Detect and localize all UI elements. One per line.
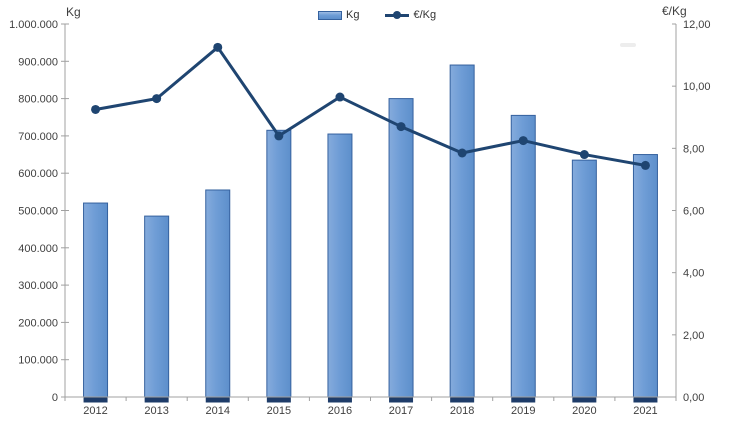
bar-base-2014 (205, 397, 230, 403)
bar-2020 (571, 159, 597, 398)
bar-2014 (205, 189, 231, 398)
line-series-eur-kg (91, 42, 650, 170)
legend-item-eur-kg: €/Kg (385, 9, 436, 21)
left-tick-label: 500.000 (18, 206, 58, 218)
x-tick-label-2014: 2014 (206, 405, 230, 417)
right-tick-label: 4,00 (683, 268, 704, 280)
price-line (94, 45, 647, 167)
bar-base-2020 (572, 397, 597, 403)
left-tick-label: 1.000.000 (9, 19, 58, 31)
left-tick-label: 0 (52, 392, 58, 404)
bar-2012 (83, 202, 109, 398)
price-marker-2019 (518, 136, 528, 146)
axis-tick-labels: 1.000.000 900.000 800.000 700.000 600.000 500… (9, 19, 710, 417)
right-tick-label: 10,00 (683, 81, 711, 93)
left-tick-label: 400.000 (18, 243, 58, 255)
bars-series-kg (83, 64, 658, 403)
price-marker-2014 (213, 42, 223, 52)
price-marker-2020 (579, 150, 589, 160)
price-marker-2015 (274, 131, 284, 141)
left-tick-label: 600.000 (18, 168, 58, 180)
x-tick-label-2013: 2013 (144, 405, 168, 417)
bar-2016 (327, 133, 353, 398)
bar-2019 (510, 114, 536, 398)
right-tick-label: 0,00 (683, 392, 704, 404)
faint-artifact-dash (620, 43, 636, 47)
left-tick-label: 800.000 (18, 94, 58, 106)
left-tick-label: 700.000 (18, 131, 58, 143)
price-marker-2017 (396, 122, 406, 132)
price-marker-2018 (457, 148, 467, 158)
x-tick-label-2016: 2016 (328, 405, 352, 417)
right-tick-label: 6,00 (683, 206, 704, 218)
bar-base-2016 (327, 397, 352, 403)
x-tick-label-2020: 2020 (572, 405, 596, 417)
price-marker-2016 (335, 92, 345, 102)
left-tick-label: 900.000 (18, 56, 58, 68)
x-tick-label-2018: 2018 (450, 405, 474, 417)
bar-base-2021 (633, 397, 658, 403)
axes (61, 23, 677, 401)
right-tick-label: 12,00 (683, 19, 711, 31)
bar-legend-swatch-icon (318, 10, 342, 20)
x-tick-label-2015: 2015 (267, 405, 291, 417)
price-marker-2013 (152, 94, 162, 104)
legend-item-kg: Kg (318, 9, 359, 21)
bar-base-2017 (389, 397, 414, 403)
bar-base-2015 (266, 397, 291, 403)
bar-2018 (449, 64, 475, 398)
x-tick-label-2021: 2021 (633, 405, 657, 417)
x-tick-label-2019: 2019 (511, 405, 535, 417)
left-tick-label: 300.000 (18, 280, 58, 292)
right-tick-label: 2,00 (683, 330, 704, 342)
legend-label-eur-kg: €/Kg (413, 9, 437, 21)
line-legend-swatch-icon (385, 10, 410, 19)
legend: Kg €/Kg (318, 9, 436, 21)
price-marker-2021 (640, 160, 650, 170)
bar-base-2012 (83, 397, 108, 403)
left-tick-label: 100.000 (18, 355, 58, 367)
bar-base-2018 (450, 397, 475, 403)
bar-2015 (266, 129, 292, 398)
price-marker-2012 (91, 104, 101, 114)
bar-base-2019 (511, 397, 536, 403)
left-axis-title: Kg (66, 5, 81, 19)
x-tick-label-2012: 2012 (83, 405, 107, 417)
bar-2021 (632, 154, 658, 398)
left-tick-label: 200.000 (18, 317, 58, 329)
marker-dot-icon (393, 10, 402, 19)
legend-label-kg: Kg (346, 9, 360, 21)
bar-base-2013 (144, 397, 169, 403)
right-axis-title: €/Kg (662, 4, 687, 18)
x-tick-label-2017: 2017 (389, 405, 413, 417)
bar-2013 (144, 215, 170, 398)
bar-2017 (388, 98, 414, 398)
right-tick-label: 8,00 (683, 143, 704, 155)
